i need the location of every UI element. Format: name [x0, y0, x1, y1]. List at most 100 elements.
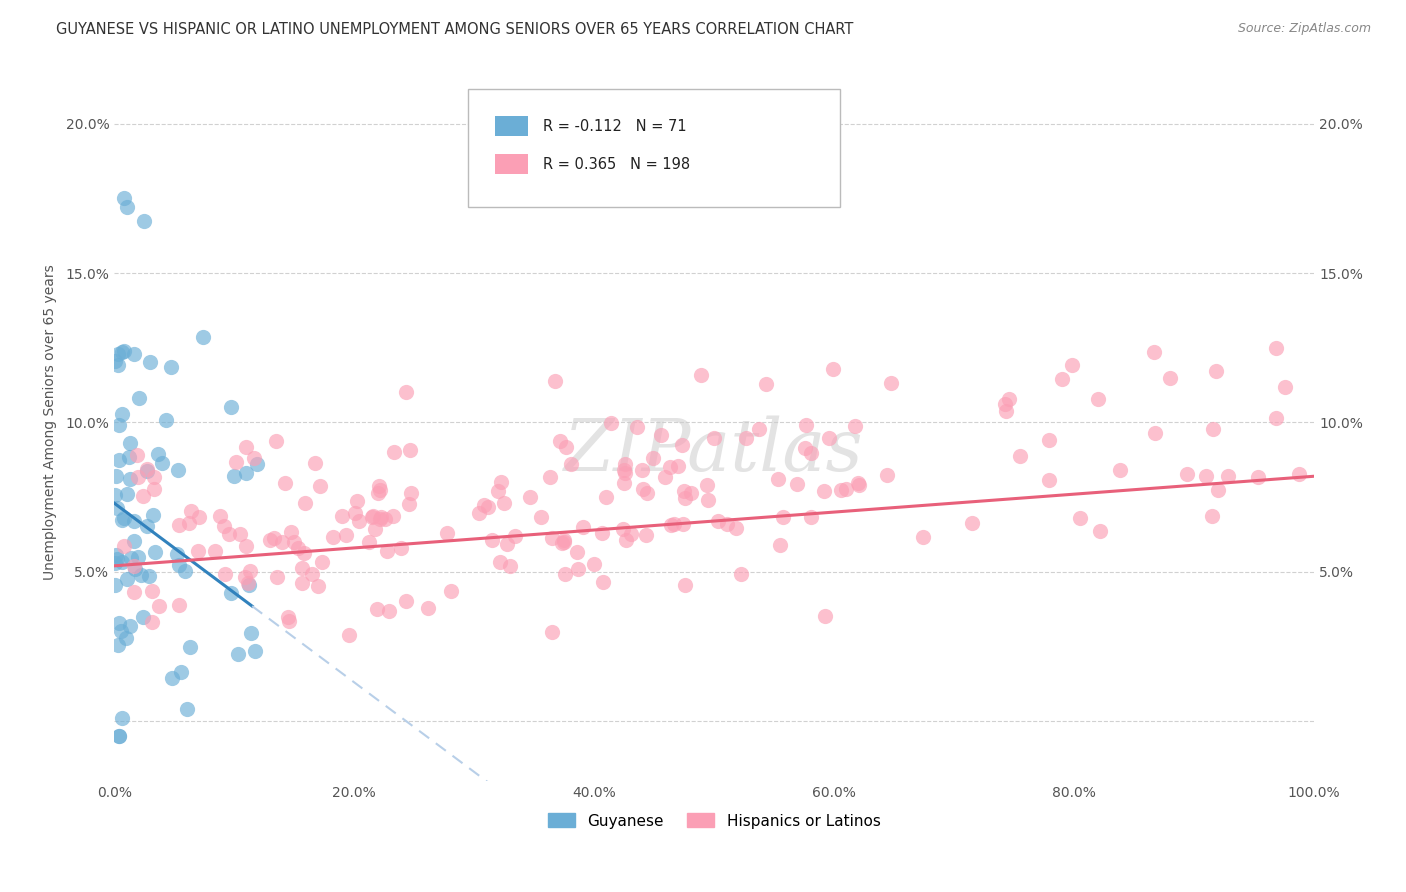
Point [378, 604, 401, 618]
Point [633, 482, 655, 496]
Point [1264, 411, 1286, 425]
Point [675, 491, 697, 506]
Point [107, 347, 129, 361]
Point [440, 583, 463, 598]
Point [1247, 470, 1270, 484]
Point [1038, 433, 1060, 447]
Point [146, 448, 169, 462]
Point [567, 545, 589, 559]
Point [204, 544, 226, 558]
Point [107, 729, 129, 743]
Point [658, 459, 681, 474]
Point [672, 517, 695, 532]
Point [1050, 372, 1073, 386]
Point [1264, 341, 1286, 355]
Point [503, 529, 526, 543]
Point [167, 463, 190, 477]
Point [548, 434, 571, 448]
Point [291, 561, 314, 575]
Point [1090, 524, 1112, 538]
Point [107, 500, 129, 515]
Point [766, 472, 789, 486]
Point [118, 436, 141, 450]
Point [671, 438, 693, 452]
Point [830, 483, 852, 497]
Point [703, 430, 725, 444]
Point [398, 497, 420, 511]
Point [1062, 358, 1084, 372]
Point [120, 550, 142, 565]
Point [242, 451, 264, 466]
Point [1159, 370, 1181, 384]
Point [135, 461, 157, 475]
Point [143, 545, 166, 559]
Point [664, 517, 686, 532]
Point [382, 444, 405, 458]
Point [235, 540, 257, 554]
Point [291, 576, 314, 591]
Point [150, 456, 173, 470]
Point [876, 467, 898, 482]
Point [111, 345, 134, 359]
Point [143, 482, 166, 496]
Point [399, 485, 422, 500]
Point [104, 578, 127, 592]
Point [105, 469, 128, 483]
Point [368, 483, 391, 497]
Point [786, 477, 808, 491]
Point [129, 568, 152, 582]
Point [270, 535, 292, 549]
Point [614, 467, 637, 481]
Point [696, 478, 718, 492]
Point [344, 506, 367, 520]
Point [560, 458, 582, 472]
Point [364, 522, 387, 536]
Point [104, 354, 127, 368]
Point [1274, 380, 1296, 394]
Point [654, 470, 676, 484]
Point [626, 419, 648, 434]
Point [1206, 483, 1229, 497]
Point [229, 527, 252, 541]
Point [111, 513, 134, 527]
Point [112, 191, 135, 205]
Point [794, 441, 817, 455]
Point [274, 475, 297, 490]
Point [127, 550, 149, 565]
Point [800, 510, 823, 524]
Point [301, 566, 323, 581]
Point [416, 600, 439, 615]
Point [143, 470, 166, 484]
Point [541, 624, 564, 639]
Point [107, 358, 129, 372]
Point [105, 552, 128, 566]
Point [370, 510, 392, 524]
Point [138, 569, 160, 583]
Point [374, 512, 396, 526]
Point [1143, 345, 1166, 359]
Point [142, 508, 165, 522]
Point [553, 533, 575, 547]
Point [1288, 467, 1310, 481]
Point [219, 586, 242, 600]
Point [567, 562, 589, 576]
Point [180, 504, 202, 518]
Point [112, 344, 135, 359]
Point [846, 476, 869, 491]
Point [359, 534, 381, 549]
Point [488, 556, 510, 570]
Point [366, 601, 388, 615]
Point [263, 532, 285, 546]
Point [707, 514, 730, 528]
Point [659, 518, 682, 533]
Point [115, 572, 138, 586]
Point [179, 640, 201, 654]
Point [1069, 511, 1091, 525]
Point [208, 508, 231, 523]
Point [681, 485, 703, 500]
Point [696, 492, 718, 507]
Point [361, 509, 384, 524]
Point [650, 428, 672, 442]
Point [132, 214, 155, 228]
Point [481, 533, 503, 548]
